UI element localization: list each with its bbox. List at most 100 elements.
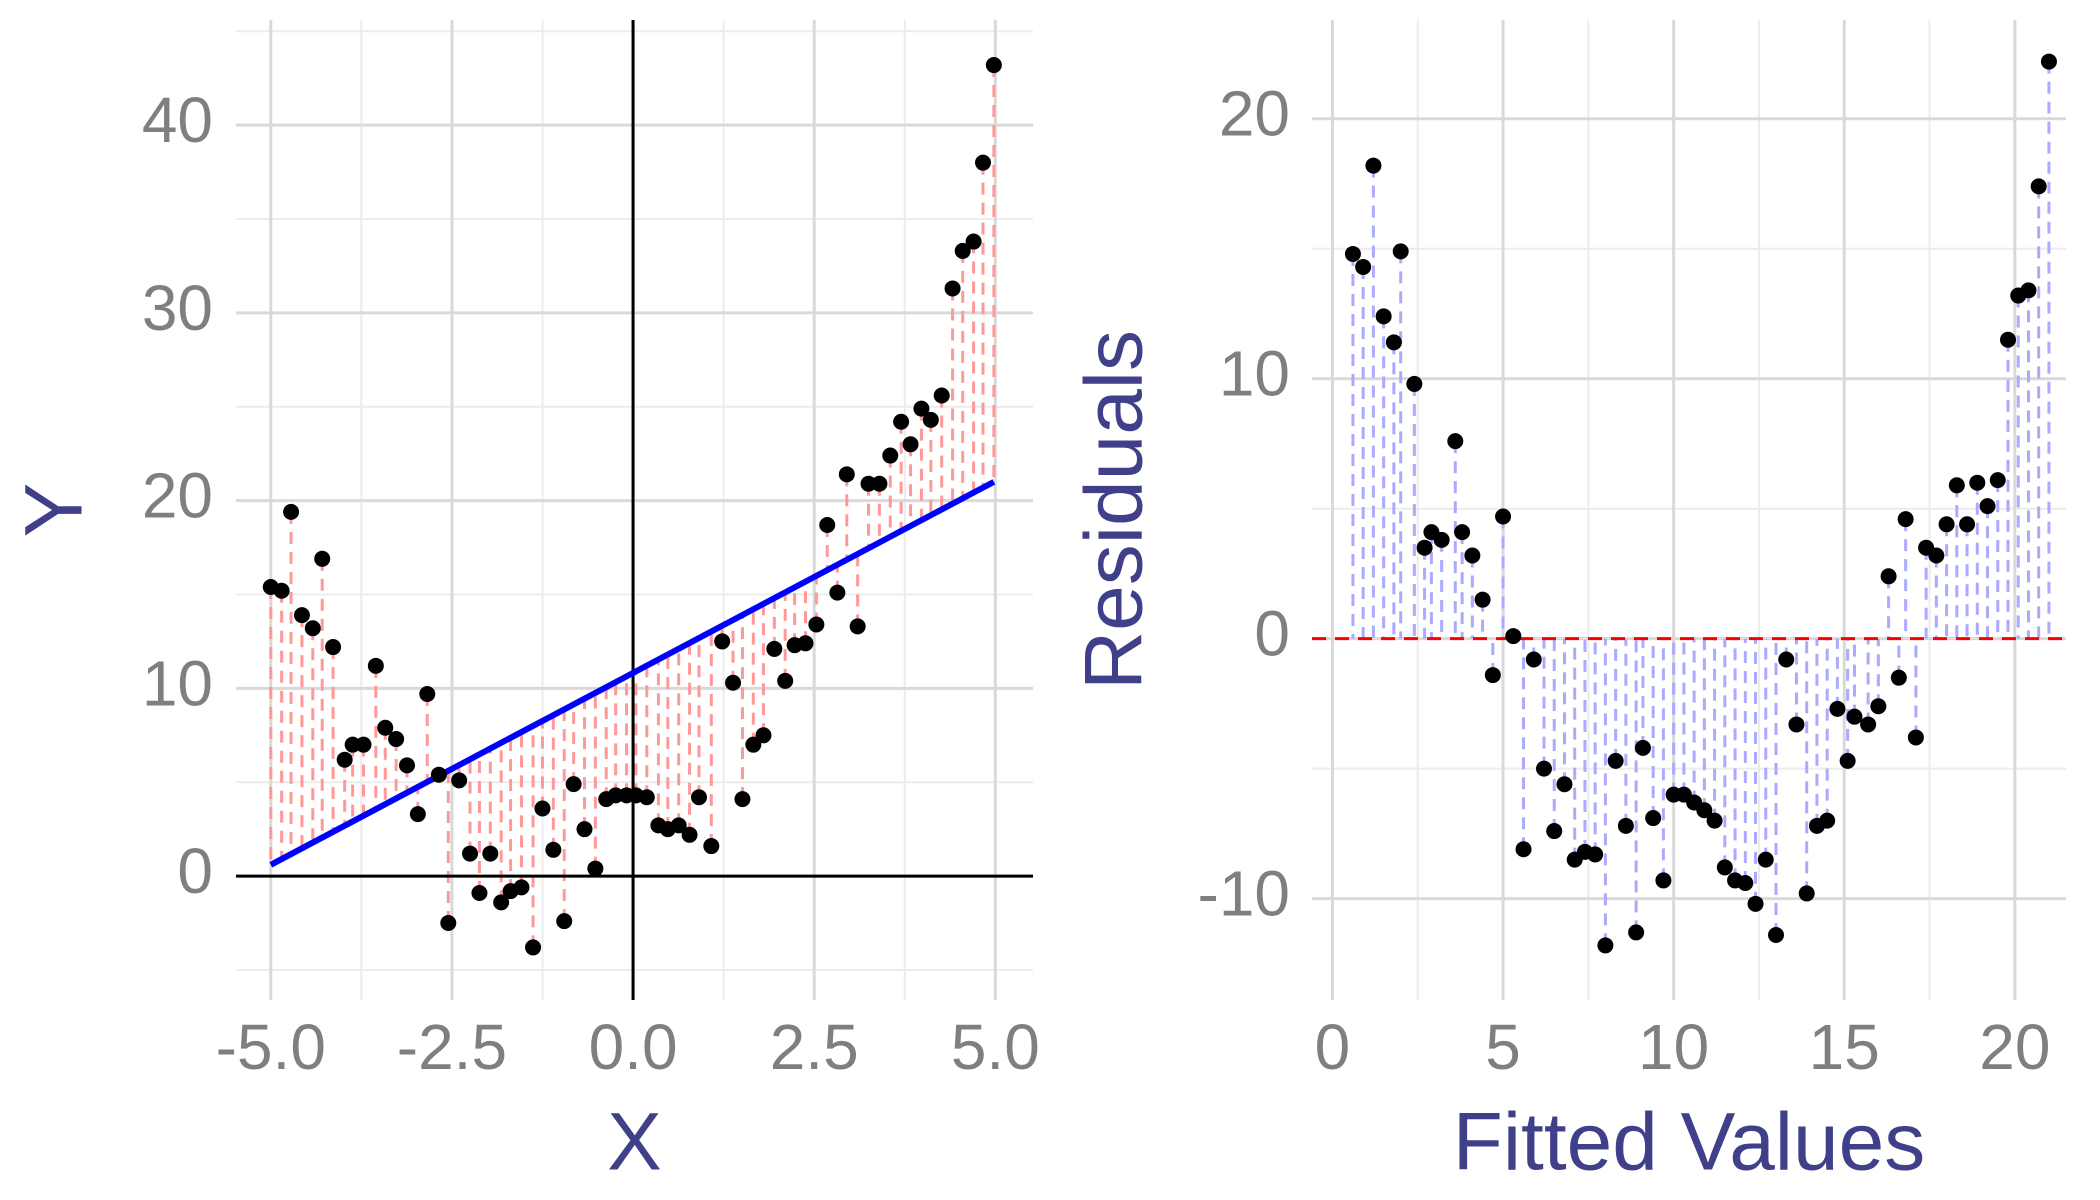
point <box>1433 531 1450 548</box>
point <box>902 436 919 453</box>
point <box>985 57 1002 74</box>
y-tick-label: 20 <box>142 460 213 532</box>
point <box>1484 667 1501 684</box>
point <box>482 845 499 862</box>
point <box>944 280 961 297</box>
point <box>525 939 542 956</box>
point <box>1860 716 1877 733</box>
point <box>808 616 825 633</box>
point <box>1607 752 1624 769</box>
point <box>1355 258 1372 275</box>
point <box>273 582 290 599</box>
y-tick-label: 0 <box>1254 598 1290 670</box>
point <box>965 233 982 250</box>
point <box>304 620 321 637</box>
point <box>1495 508 1512 525</box>
point <box>1454 524 1471 541</box>
point <box>1778 651 1795 668</box>
point <box>409 806 426 823</box>
point <box>1969 474 1986 491</box>
point <box>1798 885 1815 902</box>
point <box>1989 472 2006 489</box>
point <box>1747 895 1764 912</box>
point <box>893 413 910 430</box>
point <box>1870 698 1887 715</box>
point <box>1890 669 1907 686</box>
point <box>703 838 720 855</box>
point <box>777 672 794 689</box>
point <box>534 800 551 817</box>
point <box>419 685 436 702</box>
point <box>1546 823 1563 840</box>
y-axis-title: Y <box>9 483 100 538</box>
point <box>1846 708 1863 725</box>
point <box>1706 812 1723 829</box>
point <box>1655 872 1672 889</box>
point <box>367 657 384 674</box>
point <box>690 789 707 806</box>
point <box>336 751 353 768</box>
point <box>670 817 687 834</box>
point <box>314 550 331 567</box>
point <box>1880 568 1897 585</box>
point <box>1948 477 1965 494</box>
point <box>1938 516 1955 533</box>
point <box>1839 752 1856 769</box>
point <box>1464 547 1481 564</box>
point <box>871 475 888 492</box>
point <box>513 879 530 896</box>
point <box>1959 516 1976 533</box>
point <box>755 727 772 744</box>
point <box>1365 157 1382 174</box>
point <box>1645 810 1662 827</box>
point <box>1392 243 1409 260</box>
x-tick-label: -2.5 <box>397 1011 507 1083</box>
point <box>797 635 814 652</box>
point <box>725 674 742 691</box>
point <box>451 772 468 789</box>
point <box>2020 282 2037 299</box>
point <box>819 517 836 534</box>
point <box>377 719 394 736</box>
point <box>1829 700 1846 717</box>
point <box>638 789 655 806</box>
point <box>1447 433 1464 450</box>
point <box>714 633 731 650</box>
point <box>1788 716 1805 733</box>
point <box>1628 924 1645 941</box>
point <box>734 791 751 808</box>
y-tick-label: -10 <box>1198 858 1291 930</box>
point <box>493 894 510 911</box>
point <box>283 503 300 520</box>
y-tick-label: 20 <box>1219 78 1290 150</box>
x-tick-label: 0.0 <box>589 1011 678 1083</box>
point <box>933 387 950 404</box>
x-tick-label: -5.0 <box>216 1011 326 1083</box>
point <box>1928 547 1945 564</box>
point <box>1897 511 1914 528</box>
x-tick-label: 0 <box>1315 1011 1351 1083</box>
point <box>849 618 866 635</box>
point <box>355 736 372 753</box>
point <box>1617 817 1634 834</box>
point <box>1515 841 1532 858</box>
point <box>838 466 855 483</box>
point <box>745 736 762 753</box>
point <box>1907 729 1924 746</box>
point <box>1525 651 1542 668</box>
fit-line <box>269 479 996 868</box>
point <box>325 639 342 656</box>
point <box>882 447 899 464</box>
point <box>471 884 488 901</box>
point <box>462 845 479 862</box>
point <box>1375 308 1392 325</box>
point <box>1416 539 1433 556</box>
y-tick-label: 40 <box>142 84 213 156</box>
y-tick-label: 10 <box>142 647 213 719</box>
point <box>545 841 562 858</box>
y-tick-label: 30 <box>142 272 213 344</box>
point <box>913 400 930 417</box>
point <box>681 826 698 843</box>
x-tick-label: 15 <box>1809 1011 1880 1083</box>
point <box>2030 178 2047 195</box>
